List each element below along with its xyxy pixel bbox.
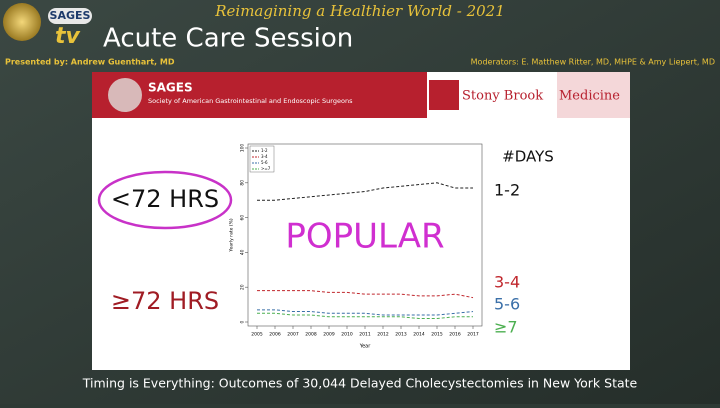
y-tick-label: 40 bbox=[240, 249, 246, 255]
chart: 0 20 40 60 80 100 2005 2006 2007 2008 2009 2010 2011… bbox=[229, 144, 483, 350]
x-tick-label: 2005 bbox=[251, 332, 263, 338]
series-line bbox=[257, 290, 474, 299]
y-tick-label: 80 bbox=[240, 180, 246, 186]
caption: Timing is Everything: Outcomes of 30,044… bbox=[82, 376, 638, 391]
x-tick-label: 2011 bbox=[359, 332, 371, 338]
presenter: Presented by: Andrew Guenthart, MD bbox=[5, 58, 175, 67]
x-axis-label: Year bbox=[359, 344, 372, 350]
logo-sub: tv bbox=[55, 24, 81, 49]
partner: Stony Brook bbox=[462, 89, 543, 104]
days-label: 3-4 bbox=[494, 273, 520, 292]
legend-label: >=7 bbox=[261, 166, 271, 171]
x-tick-label: 2013 bbox=[395, 332, 407, 338]
legend-box bbox=[249, 145, 275, 173]
days-label: ≥7 bbox=[494, 318, 518, 337]
series-line bbox=[257, 312, 473, 320]
series-line bbox=[257, 182, 473, 201]
early-label: <72 HRS bbox=[111, 185, 219, 213]
logo-badge bbox=[48, 8, 92, 24]
org-full: Society of American Gastrointestinal and… bbox=[148, 97, 353, 105]
moderators: Moderators: E. Matthew Ritter, MD, MHPE … bbox=[471, 58, 715, 67]
x-tick-label: 2015 bbox=[431, 332, 443, 338]
x-tick-label: 2007 bbox=[287, 332, 299, 338]
slide bbox=[92, 72, 630, 370]
org: SAGES bbox=[148, 81, 193, 95]
legend-label: 3-4 bbox=[261, 154, 268, 159]
logo-text: SAGES bbox=[50, 9, 91, 22]
legend-label: 5-6 bbox=[261, 160, 268, 165]
seal bbox=[3, 3, 41, 41]
y-axis-label: Yearly rate (%) bbox=[229, 218, 235, 252]
x-tick-label: 2009 bbox=[323, 332, 335, 338]
slide-banner bbox=[92, 72, 427, 118]
partner-dept-area bbox=[557, 72, 630, 118]
partner-logo bbox=[429, 80, 459, 110]
x-tick-label: 2016 bbox=[449, 332, 461, 338]
overlay: POPULAR bbox=[285, 217, 444, 257]
highlight-circle bbox=[97, 170, 233, 230]
legend-label: 1-2 bbox=[261, 148, 268, 153]
x-tick-label: 2017 bbox=[467, 332, 479, 338]
series-line bbox=[257, 309, 474, 316]
partner-dept: Medicine bbox=[559, 89, 620, 104]
session-title: Acute Care Session bbox=[103, 24, 353, 54]
late-label: ≥72 HRS bbox=[111, 287, 219, 315]
sages-seal bbox=[108, 78, 142, 112]
y-tick-label: 0 bbox=[240, 320, 246, 323]
days-label: 5-6 bbox=[494, 295, 520, 314]
event-title: Reimagining a Healthier World - 2021 bbox=[214, 2, 505, 20]
x-tick-label: 2012 bbox=[377, 332, 389, 338]
x-tick-label: 2014 bbox=[413, 332, 425, 338]
y-tick-label: 20 bbox=[240, 284, 246, 290]
x-tick-label: 2008 bbox=[305, 332, 317, 338]
days-title: #DAYS bbox=[502, 148, 554, 166]
days-label: 1-2 bbox=[494, 181, 520, 200]
y-tick-label: 100 bbox=[240, 144, 246, 153]
x-tick-label: 2006 bbox=[269, 332, 281, 338]
y-tick-label: 60 bbox=[240, 215, 246, 221]
x-tick-label: 2010 bbox=[341, 332, 353, 338]
